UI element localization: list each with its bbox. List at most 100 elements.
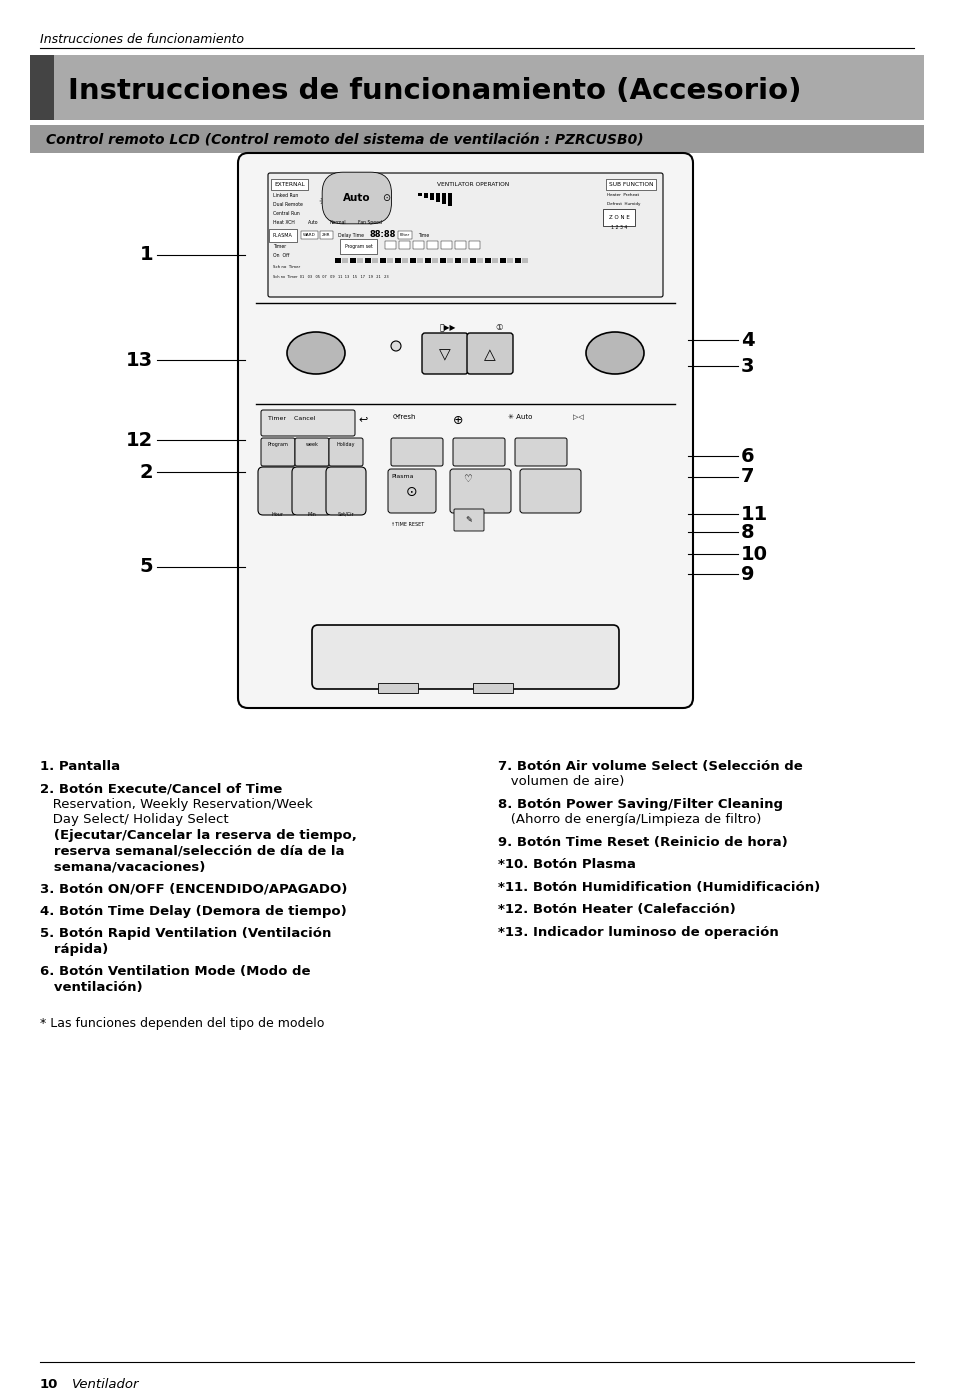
Text: 2. Botón Execute/Cancel of Time: 2. Botón Execute/Cancel of Time	[40, 782, 282, 796]
Text: 8: 8	[740, 522, 754, 541]
Bar	[377, 683, 417, 693]
Text: 3. Botón ON/OFF (ENCENDIDO/APAGADO): 3. Botón ON/OFF (ENCENDIDO/APAGADO)	[40, 883, 347, 895]
Text: Linked Run: Linked Run	[273, 193, 298, 199]
Text: Instrucciones de funcionamiento: Instrucciones de funcionamiento	[40, 34, 244, 46]
Text: EXTERNAL: EXTERNAL	[274, 182, 304, 187]
Bar	[436, 193, 439, 201]
FancyBboxPatch shape	[453, 438, 504, 466]
Text: Program: Program	[267, 442, 288, 448]
Bar	[470, 257, 476, 263]
Bar	[417, 193, 421, 196]
Text: Dual Remote: Dual Remote	[273, 201, 302, 207]
Text: Set/Cir: Set/Cir	[337, 512, 354, 518]
Bar	[499, 257, 505, 263]
Bar	[477, 257, 483, 263]
Text: Day Select/ Holiday Select: Day Select/ Holiday Select	[40, 813, 229, 827]
Text: Time: Time	[417, 234, 429, 238]
Text: ⊙: ⊙	[381, 193, 390, 203]
Bar	[410, 257, 416, 263]
Bar	[395, 257, 400, 263]
Text: Heat XCH: Heat XCH	[273, 220, 294, 225]
Text: ⟳fresh: ⟳fresh	[393, 414, 416, 420]
FancyBboxPatch shape	[261, 438, 294, 466]
Bar	[30, 55, 54, 120]
Bar	[30, 55, 923, 120]
Text: ✎: ✎	[465, 515, 472, 525]
Bar	[424, 257, 431, 263]
Text: 9: 9	[740, 565, 754, 583]
Ellipse shape	[585, 332, 643, 374]
Text: 11: 11	[740, 505, 767, 523]
Text: ↩: ↩	[357, 414, 367, 424]
FancyBboxPatch shape	[421, 333, 468, 374]
Text: ventilación): ventilación)	[40, 981, 143, 995]
Bar	[427, 241, 437, 249]
Bar	[455, 257, 460, 263]
FancyBboxPatch shape	[312, 625, 618, 688]
Bar	[439, 257, 446, 263]
Bar	[417, 257, 423, 263]
Text: Z O N E: Z O N E	[608, 215, 629, 220]
Text: ♡: ♡	[462, 474, 471, 484]
Ellipse shape	[287, 332, 345, 374]
Text: Central Run: Central Run	[273, 211, 299, 215]
Bar	[448, 193, 452, 206]
Text: Delay Time: Delay Time	[337, 234, 364, 238]
Text: ⊙: ⊙	[406, 485, 417, 499]
Text: Heater  Preheat: Heater Preheat	[606, 193, 639, 197]
Bar	[335, 257, 340, 263]
Text: Filter: Filter	[399, 234, 410, 236]
Text: 1 2 3 4: 1 2 3 4	[610, 225, 626, 229]
Bar	[365, 257, 371, 263]
Text: Program set: Program set	[345, 243, 373, 249]
Text: 6: 6	[740, 446, 754, 466]
Text: 4. Botón Time Delay (Demora de tiempo): 4. Botón Time Delay (Demora de tiempo)	[40, 905, 346, 918]
Text: ▷◁: ▷◁	[573, 414, 583, 420]
FancyBboxPatch shape	[257, 467, 297, 515]
Text: Normal: Normal	[330, 220, 346, 225]
Bar	[402, 257, 408, 263]
Text: Plasma: Plasma	[391, 474, 413, 478]
Text: PLASMA: PLASMA	[273, 234, 293, 238]
Text: * Las funciones dependen del tipo de modelo: * Las funciones dependen del tipo de mod…	[40, 1017, 324, 1031]
Text: 4: 4	[740, 330, 754, 350]
Text: semana/vacaciones): semana/vacaciones)	[40, 860, 205, 873]
FancyBboxPatch shape	[294, 438, 329, 466]
FancyBboxPatch shape	[450, 469, 511, 513]
FancyBboxPatch shape	[268, 173, 662, 297]
Text: 5: 5	[139, 557, 152, 576]
Bar	[492, 257, 498, 263]
Text: 1: 1	[139, 245, 152, 264]
Text: volumen de aire): volumen de aire)	[497, 775, 623, 789]
Text: Instrucciones de funcionamiento (Accesorio): Instrucciones de funcionamiento (Accesor…	[68, 77, 801, 105]
Text: Holiday: Holiday	[336, 442, 355, 448]
Bar	[522, 257, 528, 263]
Bar	[413, 241, 423, 249]
Text: ▽: ▽	[438, 347, 451, 362]
Text: 88:88: 88:88	[370, 229, 395, 239]
FancyBboxPatch shape	[292, 467, 332, 515]
FancyBboxPatch shape	[237, 152, 692, 708]
Text: week: week	[305, 442, 318, 448]
Text: Auto: Auto	[343, 193, 370, 203]
Text: ✳: ✳	[317, 197, 327, 207]
Text: *10. Botón Plasma: *10. Botón Plasma	[497, 859, 636, 872]
Text: Control remoto LCD (Control remoto del sistema de ventilación : PZRCUSB0): Control remoto LCD (Control remoto del s…	[46, 134, 643, 148]
Text: Timer    Cancel: Timer Cancel	[268, 416, 315, 421]
Text: WARD: WARD	[303, 234, 315, 236]
FancyBboxPatch shape	[388, 469, 436, 513]
Bar	[387, 257, 393, 263]
FancyBboxPatch shape	[261, 410, 355, 436]
Text: 2HR: 2HR	[322, 234, 330, 236]
Bar	[379, 257, 386, 263]
Text: Defrost  Humidy: Defrost Humidy	[606, 201, 639, 206]
Text: Fan Speed: Fan Speed	[357, 220, 381, 225]
Text: (Ahorro de energía/Limpieza de filtro): (Ahorro de energía/Limpieza de filtro)	[497, 813, 760, 827]
Text: Sch no  Timer  01   03   05  07   09   11  13   15   17   19   21   23: Sch no Timer 01 03 05 07 09 11 13 15 17 …	[273, 276, 388, 278]
Text: *13. Indicador luminoso de operación: *13. Indicador luminoso de operación	[497, 926, 778, 939]
Text: 7: 7	[740, 467, 754, 487]
Ellipse shape	[391, 341, 400, 351]
Text: Hour: Hour	[272, 512, 284, 518]
Bar	[469, 241, 479, 249]
Bar	[30, 125, 923, 152]
